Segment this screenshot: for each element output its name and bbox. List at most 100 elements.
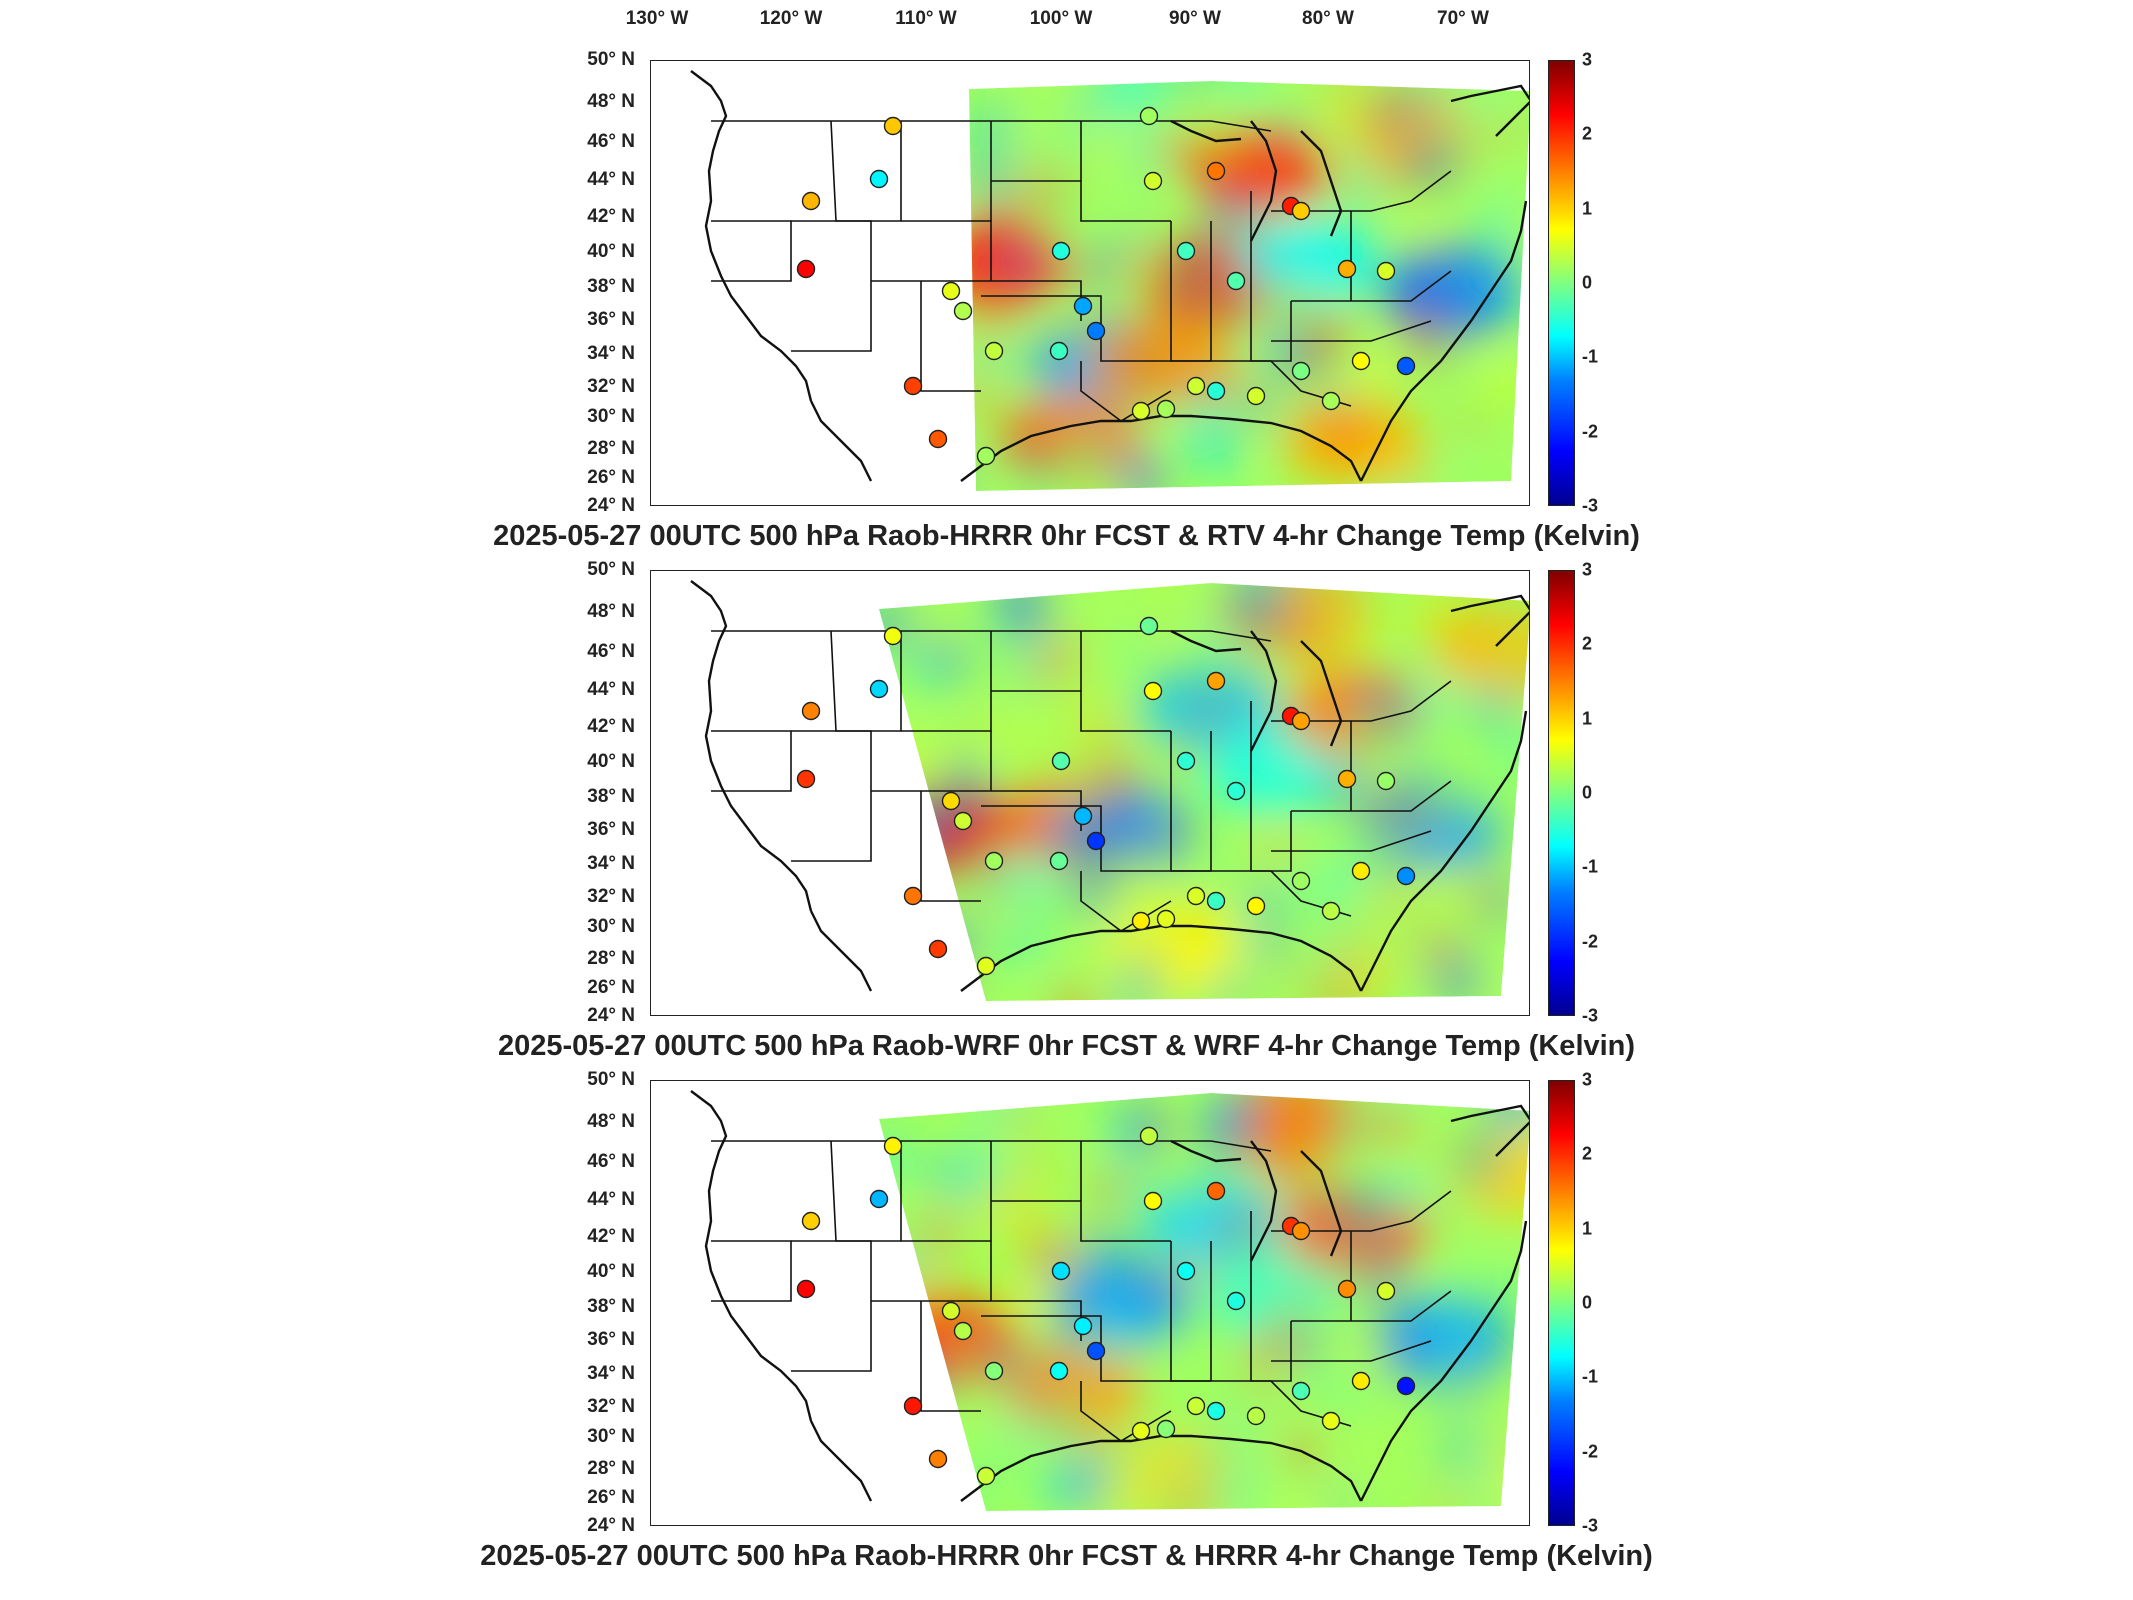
coastlines (690, 70, 1529, 482)
lat-label: 44° N (587, 1189, 635, 1210)
colorbar-tick: -1 (1582, 346, 1599, 367)
lat-label: 34° N (587, 1363, 635, 1384)
raob-station-marker (1321, 1411, 1341, 1431)
lat-label: 32° N (587, 376, 635, 397)
raob-station-marker (928, 939, 948, 959)
raob-station-marker (1291, 871, 1311, 891)
colorbar-tick: -2 (1582, 1441, 1599, 1462)
raob-station-marker (1396, 356, 1416, 376)
raob-station-marker (1186, 886, 1206, 906)
map-canvas (690, 70, 1529, 491)
colorbar-tick: -1 (1582, 856, 1599, 877)
lat-label: 40° N (587, 751, 635, 772)
raob-station-marker (1186, 376, 1206, 396)
colorbar (1548, 570, 1575, 1016)
longitude-axis: 130° W 120° W 110° W 100° W 90° W 80° W … (0, 0, 2133, 60)
lat-label: 44° N (587, 169, 635, 190)
raob-station-marker (1086, 831, 1106, 851)
raob-station-marker (1376, 261, 1396, 281)
lon-label: 130° W (625, 8, 689, 29)
state-borders (711, 630, 1452, 932)
lat-label: 30° N (587, 406, 635, 427)
raob-station-marker (1291, 711, 1311, 731)
colorbar-tick: 1 (1582, 708, 1593, 729)
raob-station-marker (1131, 1421, 1151, 1441)
lat-label: 24° N (587, 1005, 635, 1026)
raob-station-marker (1051, 751, 1071, 771)
lat-label: 46° N (587, 131, 635, 152)
lat-label: 36° N (587, 309, 635, 330)
map-canvas (690, 580, 1529, 1001)
raob-station-marker (1143, 171, 1163, 191)
raob-station-marker (1049, 341, 1069, 361)
raob-station-marker (1143, 681, 1163, 701)
raob-station-marker (1321, 901, 1341, 921)
raob-station-marker (869, 169, 889, 189)
lat-label: 40° N (587, 1261, 635, 1282)
lat-label: 42° N (587, 1226, 635, 1247)
lat-label: 34° N (587, 343, 635, 364)
lat-label: 40° N (587, 241, 635, 262)
lat-label: 28° N (587, 438, 635, 459)
lon-label: 80° W (1302, 8, 1354, 29)
colorbar-tick: 3 (1582, 49, 1593, 70)
lat-label: 38° N (587, 1296, 635, 1317)
raob-station-marker (984, 1361, 1004, 1381)
raob-station-marker (984, 341, 1004, 361)
raob-station-marker (1139, 1126, 1159, 1146)
raob-station-marker (1351, 1371, 1371, 1391)
raob-station-marker (1143, 1191, 1163, 1211)
raob-station-marker (869, 1189, 889, 1209)
raob-station-marker (953, 301, 973, 321)
raob-stations (796, 1126, 1416, 1486)
raob-station-marker (883, 626, 903, 646)
raob-station-marker (796, 1279, 816, 1299)
colorbar-tick: 3 (1582, 1069, 1593, 1090)
state-borders (711, 120, 1452, 422)
raob-station-marker (1376, 1281, 1396, 1301)
lat-label: 24° N (587, 495, 635, 516)
raob-station-marker (1206, 161, 1226, 181)
raob-station-marker (1073, 806, 1093, 826)
raob-station-marker (1376, 771, 1396, 791)
colorbar-tick: -1 (1582, 1366, 1599, 1387)
map-panel-1: 50° N 48° N 46° N 44° N 42° N 40° N 38° N 36° N… (0, 50, 2133, 570)
lat-label: 32° N (587, 1396, 635, 1417)
raob-station-marker (953, 1321, 973, 1341)
lat-label: 38° N (587, 786, 635, 807)
raob-station-marker (869, 679, 889, 699)
raob-station-marker (941, 1301, 961, 1321)
colorbar-tick: 2 (1582, 123, 1593, 144)
raob-station-marker (883, 1136, 903, 1156)
raob-station-marker (1351, 351, 1371, 371)
colorbar-tick: -2 (1582, 421, 1599, 442)
raob-station-marker (1156, 399, 1176, 419)
lat-label: 32° N (587, 886, 635, 907)
raob-station-marker (1176, 751, 1196, 771)
raob-station-marker (941, 281, 961, 301)
raob-station-marker (976, 956, 996, 976)
colorbar-tick: 0 (1582, 782, 1593, 803)
raob-station-marker (1086, 321, 1106, 341)
raob-station-marker (1051, 1261, 1071, 1281)
raob-station-marker (1291, 201, 1311, 221)
colorbar-tick: 0 (1582, 272, 1593, 293)
raob-station-marker (1156, 909, 1176, 929)
raob-station-marker (953, 811, 973, 831)
raob-station-marker (1186, 1396, 1206, 1416)
colorbar-tick: 1 (1582, 198, 1593, 219)
lon-label: 90° W (1169, 8, 1221, 29)
map-canvas (690, 1090, 1529, 1511)
raob-station-marker (903, 886, 923, 906)
raob-station-marker (1049, 1361, 1069, 1381)
raob-station-marker (1049, 851, 1069, 871)
raob-station-marker (1206, 1181, 1226, 1201)
raob-station-marker (1396, 866, 1416, 886)
raob-station-marker (1206, 381, 1226, 401)
lat-label: 26° N (587, 467, 635, 488)
lat-label: 26° N (587, 977, 635, 998)
raob-stations (796, 106, 1416, 466)
lat-label: 42° N (587, 716, 635, 737)
raob-station-marker (1291, 1221, 1311, 1241)
colorbar-tick: 3 (1582, 559, 1593, 580)
